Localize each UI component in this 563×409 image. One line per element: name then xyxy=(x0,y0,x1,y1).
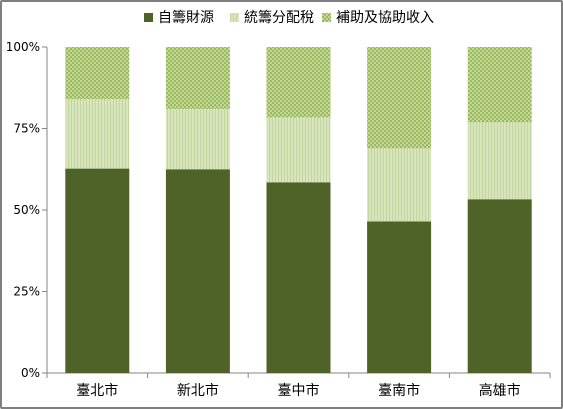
legend-swatch xyxy=(144,13,153,22)
x-category-label: 臺中市 xyxy=(278,382,320,399)
bar-segment-高雄市-統籌分配稅 xyxy=(467,122,532,200)
x-category-label: 高雄市 xyxy=(479,382,521,399)
y-tick-label: 50% xyxy=(13,203,40,217)
bar-segment-新北市-統籌分配稅 xyxy=(165,108,230,170)
x-category-label: 臺南市 xyxy=(378,382,420,399)
legend-swatch xyxy=(230,13,239,22)
bar-segment-臺北市-補助及協助收入 xyxy=(65,47,130,100)
bar-segment-臺北市-自籌財源 xyxy=(65,168,130,373)
bar-segment-新北市-補助及協助收入 xyxy=(165,47,230,109)
bar-segment-臺南市-補助及協助收入 xyxy=(367,47,432,149)
y-tick-label: 25% xyxy=(13,285,40,299)
bars xyxy=(65,47,532,373)
bar-segment-臺南市-自籌財源 xyxy=(367,221,432,373)
legend: 自籌財源 統籌分配稅 補助及協助收入 xyxy=(144,10,434,26)
y-tick-label: 75% xyxy=(13,122,40,136)
x-category-label: 新北市 xyxy=(177,382,219,399)
legend-label: 統籌分配稅 xyxy=(244,10,314,26)
bar-segment-臺中市-統籌分配稅 xyxy=(266,117,331,183)
legend-label: 自籌財源 xyxy=(158,10,214,26)
y-tick-label: 100% xyxy=(6,40,40,54)
bar-segment-高雄市-自籌財源 xyxy=(467,199,532,373)
bar-segment-臺南市-統籌分配稅 xyxy=(367,148,432,222)
tick-labels: 0% 25% 50% 75% 100% 臺北市 新北市 臺中市 臺南市 高雄市 xyxy=(6,40,521,399)
y-tick-label: 0% xyxy=(21,366,40,380)
bar-segment-臺北市-統籌分配稅 xyxy=(65,99,130,169)
bar-segment-臺中市-補助及協助收入 xyxy=(266,47,331,118)
legend-swatch xyxy=(322,13,331,22)
x-category-label: 臺北市 xyxy=(76,382,118,399)
legend-label: 補助及協助收入 xyxy=(336,10,434,26)
bar-segment-高雄市-補助及協助收入 xyxy=(467,47,532,123)
bar-segment-臺中市-自籌財源 xyxy=(266,182,331,373)
bar-segment-新北市-自籌財源 xyxy=(165,169,230,373)
